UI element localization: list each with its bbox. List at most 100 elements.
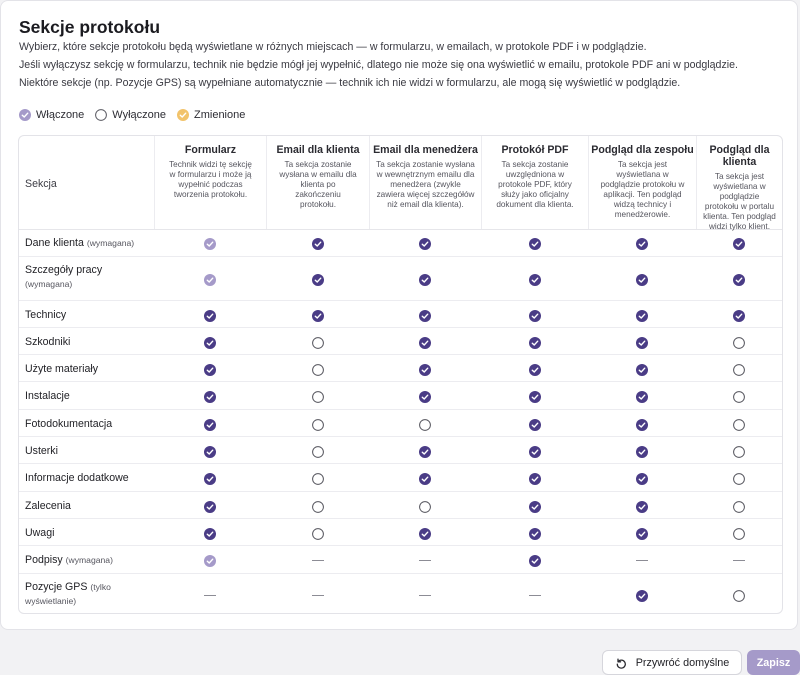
column-title: Protokół PDF bbox=[501, 144, 569, 156]
table-row: Zalecenia bbox=[19, 491, 782, 518]
toggle-off[interactable] bbox=[311, 336, 324, 349]
protocol-sections-card: Sekcje protokołu Wybierz, które sekcje p… bbox=[0, 0, 798, 630]
toggle-on[interactable] bbox=[204, 390, 216, 403]
toggle-on[interactable] bbox=[528, 336, 541, 349]
not-applicable-dash bbox=[419, 560, 431, 561]
legend-on-label: Włączone bbox=[36, 109, 85, 121]
toggle-off[interactable] bbox=[311, 363, 324, 376]
toggle-on[interactable] bbox=[528, 500, 541, 513]
save-button[interactable]: Zapisz bbox=[747, 650, 800, 675]
section-name-text: Szczegóły pracy bbox=[25, 264, 103, 276]
toggle-on[interactable] bbox=[204, 527, 216, 540]
toggle-on[interactable] bbox=[419, 527, 431, 540]
toggle-off[interactable] bbox=[419, 418, 431, 431]
column-header-5: Podgląd dla zespołu Ta sekcja jest wyświe… bbox=[588, 136, 696, 229]
section-name-text: Użyte materiały bbox=[25, 362, 98, 375]
empty-circle-icon bbox=[733, 473, 745, 485]
toggle-on[interactable] bbox=[419, 336, 431, 349]
section-name-text: Szkodniki bbox=[25, 335, 71, 348]
toggle-on[interactable] bbox=[528, 554, 541, 567]
toggle-off[interactable] bbox=[311, 445, 324, 458]
toggle-on[interactable] bbox=[204, 418, 216, 431]
toggle-on[interactable] bbox=[528, 309, 541, 322]
toggle-off[interactable] bbox=[733, 500, 745, 513]
section-name-text: Usterki bbox=[25, 444, 58, 457]
checkmark-circle-icon bbox=[636, 363, 648, 376]
toggle-on[interactable] bbox=[528, 273, 541, 286]
toggle-on[interactable] bbox=[528, 445, 541, 458]
toggle-on[interactable] bbox=[311, 309, 324, 322]
toggle-on[interactable] bbox=[636, 527, 648, 540]
toggle-on[interactable] bbox=[733, 237, 745, 250]
toggle-off[interactable] bbox=[733, 527, 745, 540]
toggle-on[interactable] bbox=[419, 445, 431, 458]
toggle-on[interactable] bbox=[636, 273, 648, 286]
toggle-on[interactable] bbox=[636, 589, 648, 602]
toggle-on[interactable] bbox=[636, 237, 648, 250]
toggle-off[interactable] bbox=[733, 390, 745, 403]
toggle-on[interactable] bbox=[636, 472, 648, 485]
toggle-off[interactable] bbox=[311, 418, 324, 431]
empty-circle-icon bbox=[733, 445, 745, 458]
column-description: Ta sekcja jest wyświetlana w podglądzie … bbox=[703, 172, 776, 231]
toggle-on[interactable] bbox=[419, 273, 431, 286]
toggle-off[interactable] bbox=[733, 363, 745, 376]
toggle-on[interactable] bbox=[311, 237, 324, 250]
toggle-on[interactable] bbox=[419, 390, 431, 403]
toggle-off[interactable] bbox=[311, 527, 324, 540]
toggle-off[interactable] bbox=[733, 336, 745, 349]
legend-off: Wyłączone bbox=[95, 109, 166, 121]
toggle-on[interactable] bbox=[528, 418, 541, 431]
toggle-on[interactable] bbox=[204, 336, 216, 349]
toggle-off[interactable] bbox=[733, 472, 745, 485]
checkmark-circle-icon bbox=[419, 527, 431, 540]
toggle-on[interactable] bbox=[528, 472, 541, 485]
reset-defaults-label: Przywróć domyślne bbox=[635, 656, 730, 669]
table-row: Technicy bbox=[19, 300, 782, 327]
toggle-on[interactable] bbox=[636, 418, 648, 431]
empty-circle-icon bbox=[733, 336, 745, 349]
toggle-on[interactable] bbox=[636, 445, 648, 458]
toggle-off[interactable] bbox=[311, 500, 324, 513]
empty-circle-icon bbox=[733, 391, 745, 403]
toggle-off[interactable] bbox=[419, 500, 431, 513]
table-row: Instalacje bbox=[19, 381, 782, 409]
description-line-2: Jeśli wyłączysz sekcję w formularzu, tec… bbox=[19, 59, 738, 71]
section-name-text: Uwagi bbox=[25, 526, 55, 539]
toggle-on[interactable] bbox=[419, 472, 431, 485]
toggle-on[interactable] bbox=[528, 390, 541, 403]
toggle-off[interactable] bbox=[733, 445, 745, 458]
description-line-3: Niektóre sekcje (np. Pozycje GPS) są wyp… bbox=[19, 77, 681, 89]
toggle-off[interactable] bbox=[733, 418, 745, 431]
toggle-on[interactable] bbox=[733, 309, 745, 322]
toggle-on[interactable] bbox=[528, 527, 541, 540]
toggle-on[interactable] bbox=[204, 472, 216, 485]
toggle-on[interactable] bbox=[419, 237, 431, 250]
toggle-on[interactable] bbox=[204, 363, 216, 376]
toggle-on[interactable] bbox=[636, 309, 648, 322]
checkmark-circle-icon bbox=[204, 237, 216, 250]
toggle-on[interactable] bbox=[636, 500, 648, 513]
toggle-on[interactable] bbox=[636, 390, 648, 403]
toggle-on[interactable] bbox=[733, 273, 745, 286]
checkmark-circle-icon bbox=[528, 418, 541, 431]
toggle-off[interactable] bbox=[733, 589, 745, 602]
toggle-on[interactable] bbox=[636, 363, 648, 376]
toggle-off[interactable] bbox=[311, 390, 324, 403]
empty-circle-icon bbox=[733, 500, 745, 513]
toggle-on[interactable] bbox=[204, 500, 216, 513]
column-title: Email dla klienta bbox=[276, 144, 360, 156]
column-header-2: Email dla klienta Ta sekcja zostanie wysł… bbox=[266, 136, 369, 229]
toggle-on[interactable] bbox=[528, 237, 541, 250]
toggle-on[interactable] bbox=[419, 363, 431, 376]
checkmark-circle-icon bbox=[733, 237, 745, 250]
reset-defaults-button[interactable]: Przywróć domyślne bbox=[602, 650, 742, 675]
toggle-on[interactable] bbox=[204, 445, 216, 458]
toggle-on[interactable] bbox=[311, 273, 324, 286]
table-row: Szkodniki bbox=[19, 327, 782, 354]
toggle-on[interactable] bbox=[528, 363, 541, 376]
toggle-on[interactable] bbox=[636, 336, 648, 349]
toggle-off[interactable] bbox=[311, 472, 324, 485]
toggle-on[interactable] bbox=[204, 309, 216, 322]
toggle-on[interactable] bbox=[419, 309, 431, 322]
